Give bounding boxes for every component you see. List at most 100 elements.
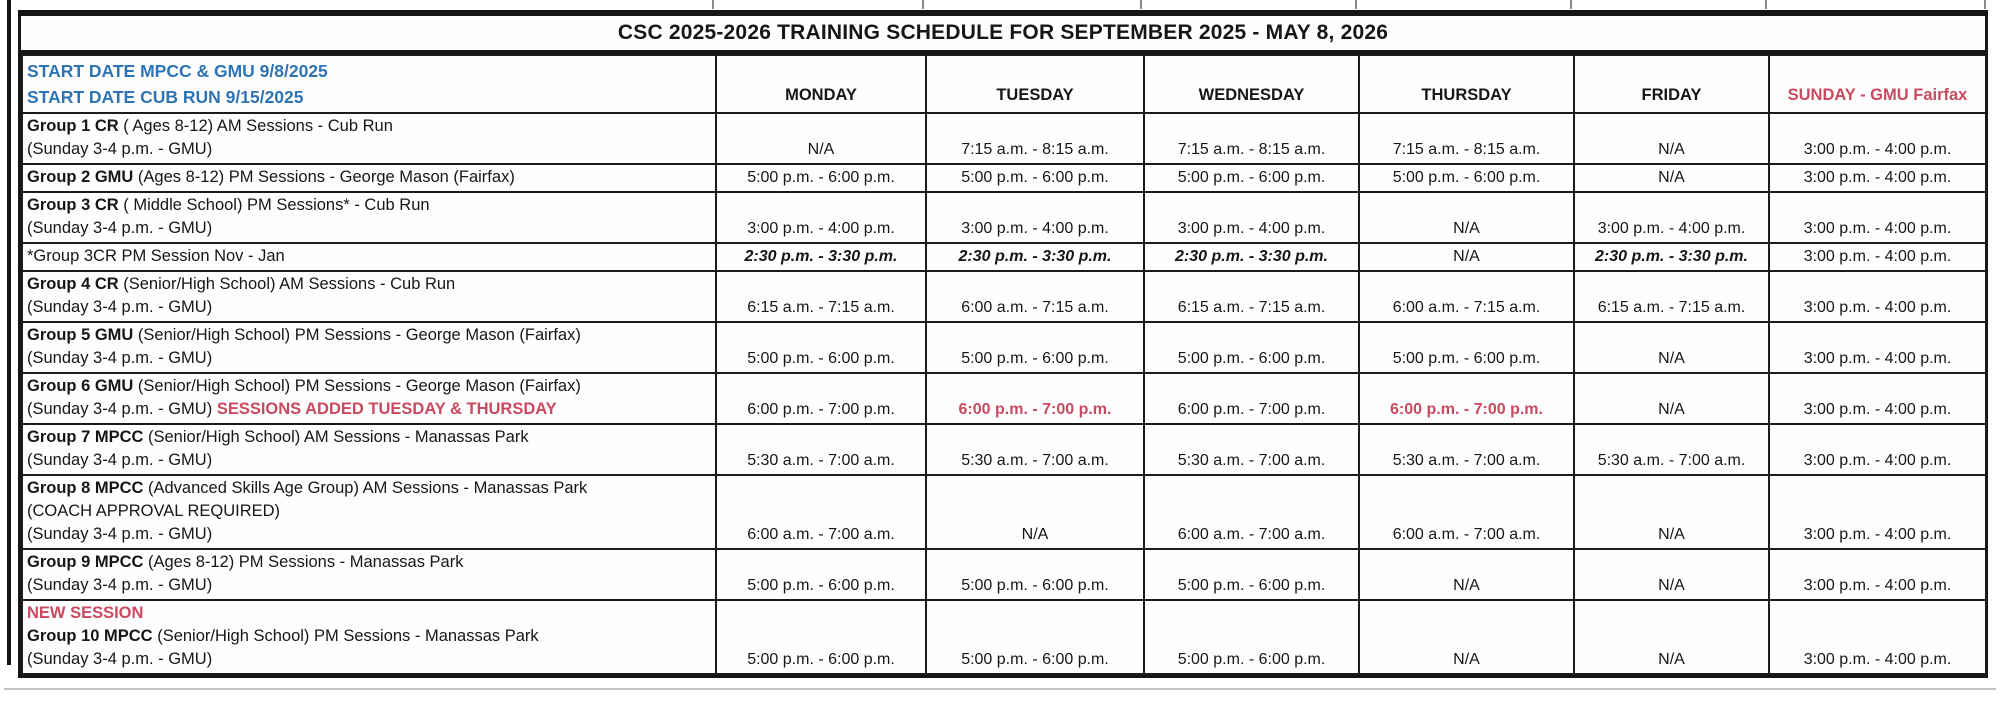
table-row-group-4-cr: Group 4 CR (Senior/High School) AM Sessi… — [21, 270, 1987, 323]
time-cell-group-3cr-nov-jan-thursday: N/A — [1358, 242, 1575, 272]
time-cell-group-10-mpcc-friday: N/A — [1573, 599, 1770, 675]
time-cell-group-5-gmu-monday: 5:00 p.m. - 6:00 p.m. — [715, 321, 927, 374]
table-row-group-6-gmu: Group 6 GMU (Senior/High School) PM Sess… — [21, 372, 1987, 425]
time-cell-group-2-gmu-monday: 5:00 p.m. - 6:00 p.m. — [715, 163, 927, 193]
label-line: NEW SESSION — [27, 602, 711, 625]
row-label-group-8-mpcc: Group 8 MPCC (Advanced Skills Age Group)… — [21, 474, 717, 550]
time-cell-group-2-gmu-friday: N/A — [1573, 163, 1770, 193]
time-cell-group-4-cr-sunday: 3:00 p.m. - 4:00 p.m. — [1768, 270, 1987, 323]
time-cell-group-9-mpcc-tuesday: 5:00 p.m. - 6:00 p.m. — [925, 548, 1145, 601]
start-date-mpcc-gmu: START DATE MPCC & GMU 9/8/2025 — [27, 61, 328, 81]
row-label-group-10-mpcc: NEW SESSION Group 10 MPCC (Senior/High Sc… — [21, 599, 717, 675]
label-line: Group 4 CR (Senior/High School) AM Sessi… — [27, 273, 711, 296]
scan-top-partial-row — [18, 0, 1988, 10]
time-cell-group-10-mpcc-wednesday: 5:00 p.m. - 6:00 p.m. — [1143, 599, 1360, 675]
time-cell-group-3-cr-friday: 3:00 p.m. - 4:00 p.m. — [1573, 191, 1770, 244]
row-label-group-9-mpcc: Group 9 MPCC (Ages 8-12) PM Sessions - M… — [21, 548, 717, 601]
label-text: (Sunday 3-4 p.m. - GMU) — [27, 140, 213, 158]
group-name-text: Group 9 MPCC — [27, 553, 144, 571]
time-cell-group-8-mpcc-monday: 6:00 a.m. - 7:00 a.m. — [715, 474, 927, 550]
time-cell-group-10-mpcc-monday: 5:00 p.m. - 6:00 p.m. — [715, 599, 927, 675]
time-cell-group-2-gmu-thursday: 5:00 p.m. - 6:00 p.m. — [1358, 163, 1575, 193]
time-cell-group-7-mpcc-tuesday: 5:30 a.m. - 7:00 a.m. — [925, 423, 1145, 476]
time-cell-group-6-gmu-monday: 6:00 p.m. - 7:00 p.m. — [715, 372, 927, 425]
table-row-group-3cr-nov-jan: *Group 3CR PM Session Nov - Jan 2:30 p.m.… — [21, 242, 1987, 272]
col-header-monday: MONDAY — [715, 54, 927, 114]
label-highlight-text: SESSIONS ADDED TUESDAY & THURSDAY — [216, 400, 557, 418]
label-text: (Sunday 3-4 p.m. - GMU) — [27, 576, 213, 594]
schedule-table-frame: CSC 2025-2026 TRAINING SCHEDULE FOR SEPT… — [18, 10, 1988, 678]
schedule-rows: Group 1 CR ( Ages 8-12) AM Sessions - Cu… — [21, 112, 1987, 675]
time-cell-group-2-gmu-sunday: 3:00 p.m. - 4:00 p.m. — [1768, 163, 1987, 193]
label-line: (Sunday 3-4 p.m. - GMU) — [27, 347, 711, 370]
time-cell-group-6-gmu-friday: N/A — [1573, 372, 1770, 425]
label-line: (Sunday 3-4 p.m. - GMU) SESSIONS ADDED T… — [27, 398, 711, 421]
time-cell-group-8-mpcc-tuesday: N/A — [925, 474, 1145, 550]
label-text: (Senior/High School) AM Sessions - Manas… — [143, 428, 529, 446]
start-dates-cell: START DATE MPCC & GMU 9/8/2025 START DAT… — [21, 54, 717, 114]
scan-column-tick — [712, 0, 714, 9]
training-schedule-table: START DATE MPCC & GMU 9/8/2025 START DAT… — [21, 54, 1987, 675]
label-text: ( Middle School) PM Sessions* - Cub Run — [118, 196, 430, 214]
time-cell-group-9-mpcc-monday: 5:00 p.m. - 6:00 p.m. — [715, 548, 927, 601]
group-name-text: Group 3 CR — [27, 196, 119, 214]
label-line: (Sunday 3-4 p.m. - GMU) — [27, 523, 711, 546]
table-row-group-1-cr: Group 1 CR ( Ages 8-12) AM Sessions - Cu… — [21, 112, 1987, 165]
scan-column-tick — [1765, 0, 1767, 9]
label-text: (Advanced Skills Age Group) AM Sessions … — [143, 479, 588, 497]
start-date-cub-run: START DATE CUB RUN 9/15/2025 — [27, 87, 304, 107]
group-name-text: Group 4 CR — [27, 275, 119, 293]
time-cell-group-3cr-nov-jan-wednesday: 2:30 p.m. - 3:30 p.m. — [1143, 242, 1360, 272]
label-line: Group 8 MPCC (Advanced Skills Age Group)… — [27, 477, 711, 500]
table-row-group-8-mpcc: Group 8 MPCC (Advanced Skills Age Group)… — [21, 474, 1987, 550]
time-cell-group-3cr-nov-jan-friday: 2:30 p.m. - 3:30 p.m. — [1573, 242, 1770, 272]
table-row-group-5-gmu: Group 5 GMU (Senior/High School) PM Sess… — [21, 321, 1987, 374]
group-name-text: Group 10 MPCC — [27, 627, 153, 645]
time-cell-group-3-cr-sunday: 3:00 p.m. - 4:00 p.m. — [1768, 191, 1987, 244]
time-cell-group-3-cr-monday: 3:00 p.m. - 4:00 p.m. — [715, 191, 927, 244]
table-row-group-10-mpcc: NEW SESSION Group 10 MPCC (Senior/High Sc… — [21, 599, 1987, 675]
group-name-text: Group 6 GMU — [27, 377, 134, 395]
label-text: (Sunday 3-4 p.m. - GMU) — [27, 525, 213, 543]
label-text: (Sunday 3-4 p.m. - GMU) — [27, 451, 213, 469]
row-label-group-7-mpcc: Group 7 MPCC (Senior/High School) AM Ses… — [21, 423, 717, 476]
col-header-tuesday: TUESDAY — [925, 54, 1145, 114]
label-line: Group 6 GMU (Senior/High School) PM Sess… — [27, 375, 711, 398]
time-cell-group-9-mpcc-friday: N/A — [1573, 548, 1770, 601]
label-line: (Sunday 3-4 p.m. - GMU) — [27, 648, 711, 671]
time-cell-group-7-mpcc-monday: 5:30 a.m. - 7:00 a.m. — [715, 423, 927, 476]
label-line: Group 1 CR ( Ages 8-12) AM Sessions - Cu… — [27, 115, 711, 138]
row-label-group-3-cr: Group 3 CR ( Middle School) PM Sessions*… — [21, 191, 717, 244]
time-cell-group-5-gmu-sunday: 3:00 p.m. - 4:00 p.m. — [1768, 321, 1987, 374]
label-text: *Group 3CR PM Session Nov - Jan — [27, 247, 285, 265]
label-text: (Senior/High School) PM Sessions - Georg… — [133, 326, 581, 344]
time-cell-group-2-gmu-tuesday: 5:00 p.m. - 6:00 p.m. — [925, 163, 1145, 193]
label-text: (Ages 8-12) PM Sessions - Manassas Park — [143, 553, 464, 571]
label-line: (Sunday 3-4 p.m. - GMU) — [27, 574, 711, 597]
label-text: (Sunday 3-4 p.m. - GMU) — [27, 298, 213, 316]
group-name-text: Group 8 MPCC — [27, 479, 144, 497]
label-text: (Senior/High School) PM Sessions - Manas… — [152, 627, 539, 645]
time-cell-group-6-gmu-thursday: 6:00 p.m. - 7:00 p.m. — [1358, 372, 1575, 425]
label-text: (COACH APPROVAL REQUIRED) — [27, 502, 281, 520]
time-cell-group-1-cr-friday: N/A — [1573, 112, 1770, 165]
label-text: ( Ages 8-12) AM Sessions - Cub Run — [118, 117, 393, 135]
label-line: Group 7 MPCC (Senior/High School) AM Ses… — [27, 426, 711, 449]
label-line: (Sunday 3-4 p.m. - GMU) — [27, 449, 711, 472]
col-header-sunday-gmu-fairfax: SUNDAY - GMU Fairfax — [1768, 54, 1987, 114]
time-cell-group-10-mpcc-sunday: 3:00 p.m. - 4:00 p.m. — [1768, 599, 1987, 675]
time-cell-group-10-mpcc-thursday: N/A — [1358, 599, 1575, 675]
scan-column-tick — [922, 0, 924, 9]
label-line: (Sunday 3-4 p.m. - GMU) — [27, 296, 711, 319]
time-cell-group-7-mpcc-wednesday: 5:30 a.m. - 7:00 a.m. — [1143, 423, 1360, 476]
group-name-text: Group 5 GMU — [27, 326, 134, 344]
time-cell-group-7-mpcc-thursday: 5:30 a.m. - 7:00 a.m. — [1358, 423, 1575, 476]
label-line: *Group 3CR PM Session Nov - Jan — [27, 245, 711, 268]
time-cell-group-9-mpcc-thursday: N/A — [1358, 548, 1575, 601]
time-cell-group-9-mpcc-sunday: 3:00 p.m. - 4:00 p.m. — [1768, 548, 1987, 601]
group-name-text: Group 1 CR — [27, 117, 119, 135]
label-line: Group 2 GMU (Ages 8-12) PM Sessions - Ge… — [27, 166, 711, 189]
scan-left-edge-line — [7, 0, 11, 665]
label-line: Group 9 MPCC (Ages 8-12) PM Sessions - M… — [27, 551, 711, 574]
time-cell-group-10-mpcc-tuesday: 5:00 p.m. - 6:00 p.m. — [925, 599, 1145, 675]
